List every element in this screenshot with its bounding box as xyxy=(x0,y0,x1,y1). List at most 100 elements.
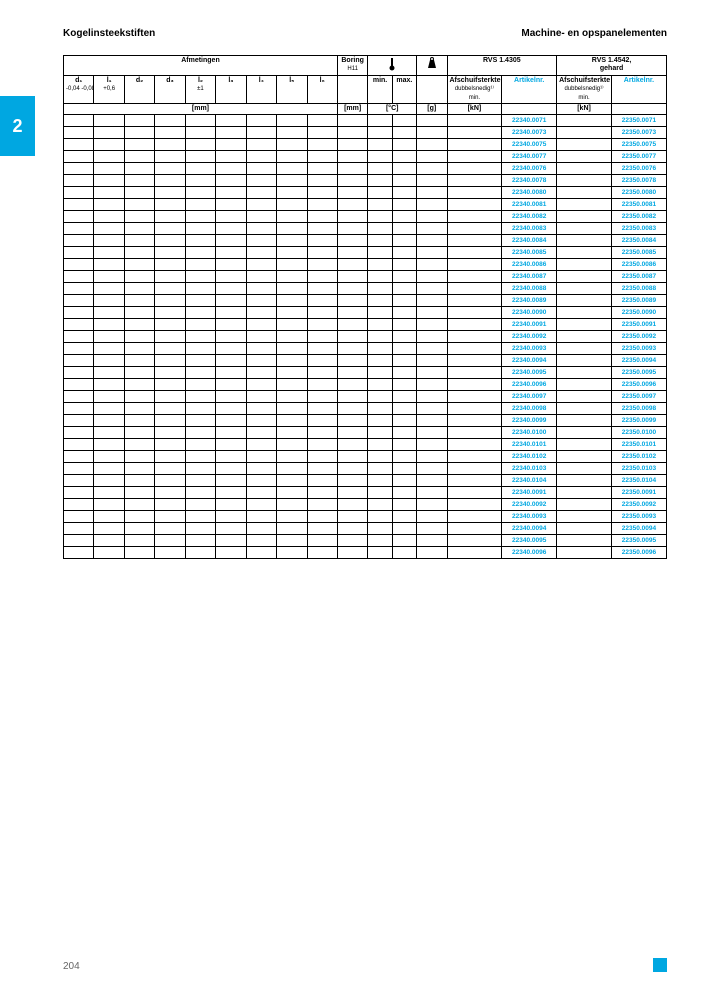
article-link[interactable]: 22350.0092 xyxy=(611,499,666,511)
article-link[interactable]: 22350.0084 xyxy=(611,235,666,247)
article-link[interactable]: 22350.0102 xyxy=(611,451,666,463)
article-link[interactable]: 22340.0081 xyxy=(502,199,557,211)
article-link[interactable]: 22350.0073 xyxy=(611,127,666,139)
article-link[interactable]: 22340.0090 xyxy=(502,307,557,319)
data-cell xyxy=(155,367,185,379)
article-link[interactable]: 22340.0088 xyxy=(502,283,557,295)
data-cell xyxy=(155,331,185,343)
article-link[interactable]: 22350.0089 xyxy=(611,295,666,307)
data-cell xyxy=(307,175,337,187)
data-cell xyxy=(216,427,246,439)
article-link[interactable]: 22350.0071 xyxy=(611,115,666,127)
article-link[interactable]: 22350.0085 xyxy=(611,247,666,259)
article-link[interactable]: 22350.0098 xyxy=(611,403,666,415)
article-link[interactable]: 22350.0087 xyxy=(611,271,666,283)
data-cell xyxy=(64,151,94,163)
data-cell xyxy=(337,391,367,403)
article-link[interactable]: 22340.0101 xyxy=(502,439,557,451)
article-link[interactable]: 22340.0071 xyxy=(502,115,557,127)
article-link[interactable]: 22340.0073 xyxy=(502,127,557,139)
article-link[interactable]: 22350.0093 xyxy=(611,343,666,355)
article-link[interactable]: 22340.0093 xyxy=(502,343,557,355)
article-link[interactable]: 22350.0080 xyxy=(611,187,666,199)
table-row: 22340.0094 22350.0094 xyxy=(64,355,667,367)
article-link[interactable]: 22350.0095 xyxy=(611,535,666,547)
data-cell xyxy=(392,163,416,175)
article-link[interactable]: 22340.0091 xyxy=(502,319,557,331)
article-link[interactable]: 22350.0091 xyxy=(611,487,666,499)
data-cell xyxy=(392,415,416,427)
data-cell xyxy=(64,547,94,559)
article-link[interactable]: 22350.0103 xyxy=(611,463,666,475)
article-link[interactable]: 22350.0083 xyxy=(611,223,666,235)
article-link[interactable]: 22340.0098 xyxy=(502,403,557,415)
article-link[interactable]: 22340.0095 xyxy=(502,367,557,379)
article-link[interactable]: 22350.0100 xyxy=(611,427,666,439)
article-link[interactable]: 22350.0077 xyxy=(611,151,666,163)
article-link[interactable]: 22340.0091 xyxy=(502,487,557,499)
data-cell xyxy=(185,223,215,235)
article-link[interactable]: 22350.0095 xyxy=(611,367,666,379)
article-link[interactable]: 22340.0096 xyxy=(502,379,557,391)
article-link[interactable]: 22340.0092 xyxy=(502,499,557,511)
article-link[interactable]: 22340.0094 xyxy=(502,355,557,367)
article-link[interactable]: 22340.0080 xyxy=(502,187,557,199)
data-cell xyxy=(307,391,337,403)
article-link[interactable]: 22340.0089 xyxy=(502,295,557,307)
data-cell xyxy=(557,199,612,211)
article-link[interactable]: 22340.0095 xyxy=(502,535,557,547)
article-link[interactable]: 22350.0078 xyxy=(611,175,666,187)
data-cell xyxy=(417,343,447,355)
table-row: 22340.0077 22350.0077 xyxy=(64,151,667,163)
article-link[interactable]: 22340.0083 xyxy=(502,223,557,235)
article-link[interactable]: 22350.0075 xyxy=(611,139,666,151)
article-link[interactable]: 22350.0093 xyxy=(611,511,666,523)
data-cell xyxy=(417,175,447,187)
data-cell xyxy=(392,235,416,247)
article-link[interactable]: 22350.0101 xyxy=(611,439,666,451)
article-link[interactable]: 22340.0077 xyxy=(502,151,557,163)
article-link[interactable]: 22350.0097 xyxy=(611,391,666,403)
article-link[interactable]: 22350.0082 xyxy=(611,211,666,223)
article-link[interactable]: 22340.0100 xyxy=(502,427,557,439)
article-link[interactable]: 22340.0082 xyxy=(502,211,557,223)
data-cell xyxy=(447,415,502,427)
article-link[interactable]: 22340.0092 xyxy=(502,331,557,343)
article-link[interactable]: 22350.0096 xyxy=(611,547,666,559)
article-link[interactable]: 22340.0078 xyxy=(502,175,557,187)
article-link[interactable]: 22340.0085 xyxy=(502,247,557,259)
article-link[interactable]: 22340.0086 xyxy=(502,259,557,271)
article-link[interactable]: 22350.0096 xyxy=(611,379,666,391)
article-link[interactable]: 22350.0086 xyxy=(611,259,666,271)
data-cell xyxy=(557,175,612,187)
article-link[interactable]: 22340.0103 xyxy=(502,463,557,475)
article-link[interactable]: 22340.0097 xyxy=(502,391,557,403)
article-link[interactable]: 22350.0104 xyxy=(611,475,666,487)
article-link[interactable]: 22350.0099 xyxy=(611,415,666,427)
data-cell xyxy=(155,403,185,415)
data-cell xyxy=(557,307,612,319)
article-link[interactable]: 22350.0076 xyxy=(611,163,666,175)
article-link[interactable]: 22350.0094 xyxy=(611,355,666,367)
article-link[interactable]: 22340.0102 xyxy=(502,451,557,463)
article-link[interactable]: 22340.0099 xyxy=(502,415,557,427)
article-link[interactable]: 22340.0075 xyxy=(502,139,557,151)
article-link[interactable]: 22340.0084 xyxy=(502,235,557,247)
table-row: 22340.0097 22350.0097 xyxy=(64,391,667,403)
article-link[interactable]: 22350.0092 xyxy=(611,331,666,343)
article-link[interactable]: 22340.0094 xyxy=(502,523,557,535)
article-link[interactable]: 22340.0096 xyxy=(502,547,557,559)
article-link[interactable]: 22350.0090 xyxy=(611,307,666,319)
article-link[interactable]: 22340.0104 xyxy=(502,475,557,487)
article-link[interactable]: 22350.0091 xyxy=(611,319,666,331)
article-link[interactable]: 22350.0088 xyxy=(611,283,666,295)
article-link[interactable]: 22340.0087 xyxy=(502,271,557,283)
data-cell xyxy=(94,523,124,535)
data-cell xyxy=(277,499,307,511)
article-link[interactable]: 22340.0076 xyxy=(502,163,557,175)
article-link[interactable]: 22350.0094 xyxy=(611,523,666,535)
article-link[interactable]: 22350.0081 xyxy=(611,199,666,211)
data-cell xyxy=(557,139,612,151)
data-cell xyxy=(368,139,392,151)
article-link[interactable]: 22340.0093 xyxy=(502,511,557,523)
